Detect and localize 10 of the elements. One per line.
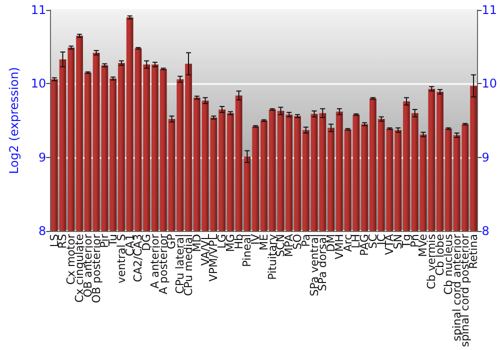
y-tick-label: 9 — [38, 150, 46, 164]
y2-tick-label: 10 — [482, 76, 498, 91]
y-axis-title: Log2 (expression) — [7, 67, 21, 174]
y-tick-label: 11 — [30, 3, 46, 17]
y2-tick-label: 8 — [482, 224, 490, 238]
x-tick-label: Retina — [467, 234, 480, 270]
y2-tick-label: 9 — [482, 150, 490, 164]
y-tick-label: 8 — [38, 224, 46, 238]
y-tick-label: 10 — [30, 76, 46, 91]
y2-tick-label: 11 — [482, 3, 498, 17]
